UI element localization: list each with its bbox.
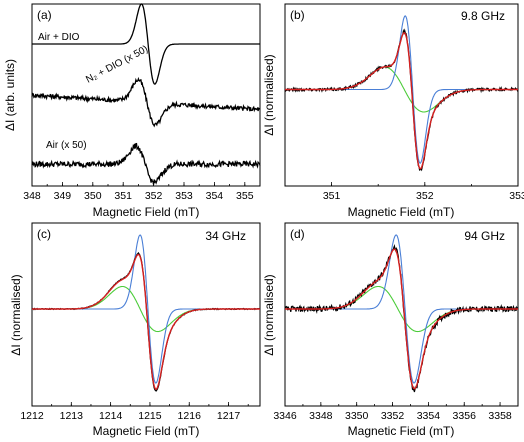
- x-tick-label: 3350: [345, 410, 369, 422]
- spectrum-trace: [31, 142, 261, 185]
- total-fit-trace: [285, 32, 518, 170]
- x-tick-label: 350: [84, 190, 102, 202]
- panel-d-letter: (d): [290, 227, 305, 241]
- x-tick-label: 351: [114, 190, 132, 202]
- trace-label-n2-dio: N₂ + DIO (x 50): [84, 44, 150, 86]
- panel-c-letter: (c): [37, 227, 51, 241]
- panel-b-frame: [284, 3, 519, 187]
- total-fit-trace: [32, 253, 260, 390]
- panel-a: (a) Magnetic Field (mT) ΔI (arb. units) …: [3, 3, 261, 219]
- x-tick-label: 349: [54, 190, 72, 202]
- panel-a-letter: (a): [37, 8, 52, 22]
- x-tick-label: 3356: [453, 410, 477, 422]
- panel-d-frequency: 94 GHz: [464, 229, 505, 243]
- panel-d-xlabel: Magnetic Field (mT): [348, 424, 455, 438]
- x-tick-label: 348: [23, 190, 41, 202]
- panel-b-frequency: 9.8 GHz: [461, 9, 505, 23]
- x-tick-label: 351: [323, 190, 341, 202]
- panel-b-ylabel: ΔI (normalised): [262, 54, 276, 135]
- x-tick-label: 352: [416, 190, 434, 202]
- panel-b: (b) 9.8 GHz Magnetic Field (mT) ΔI (norm…: [262, 3, 524, 219]
- panel-d-ylabel: ΔI (normalised): [262, 274, 276, 355]
- x-tick-label: 3354: [417, 410, 441, 422]
- x-tick-label: 3358: [488, 410, 512, 422]
- panel-b-letter: (b): [290, 8, 305, 22]
- panel-a-xlabel: Magnetic Field (mT): [93, 205, 200, 219]
- trace-label-air-dio: Air + DIO: [38, 32, 80, 43]
- panel-d: (d) 94 GHz Magnetic Field (mT) ΔI (norma…: [262, 222, 519, 438]
- trace-label-air: Air (x 50): [46, 140, 87, 151]
- spectrum-trace: [32, 3, 260, 85]
- x-tick-label: 1214: [99, 410, 123, 422]
- panel-c-ylabel: ΔI (normalised): [9, 274, 23, 355]
- x-tick-label: 352: [145, 190, 163, 202]
- x-tick-label: 3352: [381, 410, 405, 422]
- x-tick-label: 1212: [20, 410, 44, 422]
- x-tick-label: 353: [509, 190, 524, 202]
- x-tick-label: 354: [206, 190, 224, 202]
- panel-c-frequency: 34 GHz: [205, 229, 246, 243]
- panel-c: (c) 34 GHz Magnetic Field (mT) ΔI (norma…: [9, 222, 261, 438]
- x-tick-label: 1216: [178, 410, 202, 422]
- x-tick-label: 1213: [60, 410, 84, 422]
- x-tick-label: 3346: [273, 410, 297, 422]
- panel-b-xlabel: Magnetic Field (mT): [348, 205, 455, 219]
- total-fit-trace: [285, 248, 518, 390]
- panel-a-ylabel: ΔI (arb. units): [3, 59, 17, 131]
- x-tick-label: 355: [236, 190, 254, 202]
- spectrum-trace: [31, 76, 261, 128]
- x-tick-label: 1215: [138, 410, 162, 422]
- x-tick-label: 353: [175, 190, 193, 202]
- x-tick-label: 3348: [309, 410, 333, 422]
- x-tick-label: 1217: [217, 410, 241, 422]
- panel-d-frame: [284, 222, 519, 407]
- panel-c-frame: [31, 222, 261, 407]
- panel-c-xlabel: Magnetic Field (mT): [93, 424, 200, 438]
- experimental-trace: [284, 28, 519, 172]
